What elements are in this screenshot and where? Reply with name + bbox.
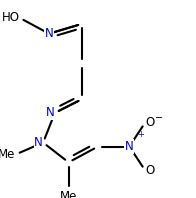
Text: O: O bbox=[145, 116, 154, 129]
Text: N: N bbox=[34, 136, 43, 149]
Text: O: O bbox=[145, 164, 154, 177]
Text: N: N bbox=[125, 140, 134, 153]
Text: N: N bbox=[46, 106, 55, 119]
Text: HO: HO bbox=[2, 11, 20, 24]
Text: −: − bbox=[155, 113, 163, 123]
Text: Me: Me bbox=[0, 148, 16, 161]
Text: Me: Me bbox=[60, 190, 77, 198]
Text: N: N bbox=[45, 27, 53, 40]
Text: +: + bbox=[137, 130, 144, 139]
